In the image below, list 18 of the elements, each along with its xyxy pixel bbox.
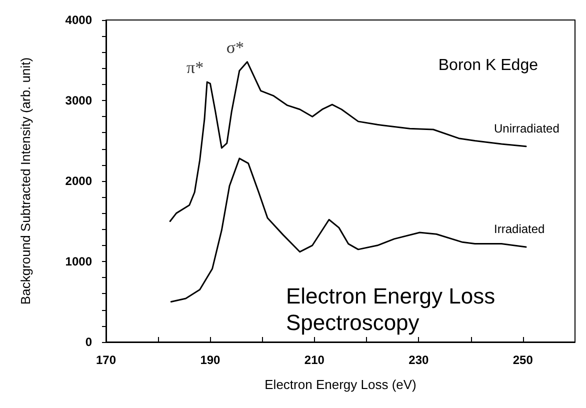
x-tick-label: 210 xyxy=(304,353,325,367)
annotation: Electron Energy Loss Spectroscopy xyxy=(286,284,496,336)
x-tick-label: 250 xyxy=(512,353,534,367)
series-label: Irradiated xyxy=(494,222,545,236)
annotation: Boron K Edge xyxy=(438,57,538,74)
x-axis-title: Electron Energy Loss (eV) xyxy=(264,377,416,392)
y-tick-label: 1000 xyxy=(65,254,92,268)
y-tick-label: 2000 xyxy=(65,174,92,188)
y-tick-label: 3000 xyxy=(65,94,92,108)
x-tick-label: 230 xyxy=(408,353,429,367)
series-label: Unirradiated xyxy=(494,121,560,136)
y-axis-title: Background Subtracted Intensity (arb. unit) xyxy=(18,57,33,305)
x-tick-label: 190 xyxy=(200,353,221,367)
y-tick-label: 4000 xyxy=(65,13,92,27)
annotation: π* xyxy=(186,58,204,77)
annotation: σ* xyxy=(226,38,244,57)
y-tick-label: 0 xyxy=(85,335,92,349)
x-tick-label: 170 xyxy=(96,353,116,367)
